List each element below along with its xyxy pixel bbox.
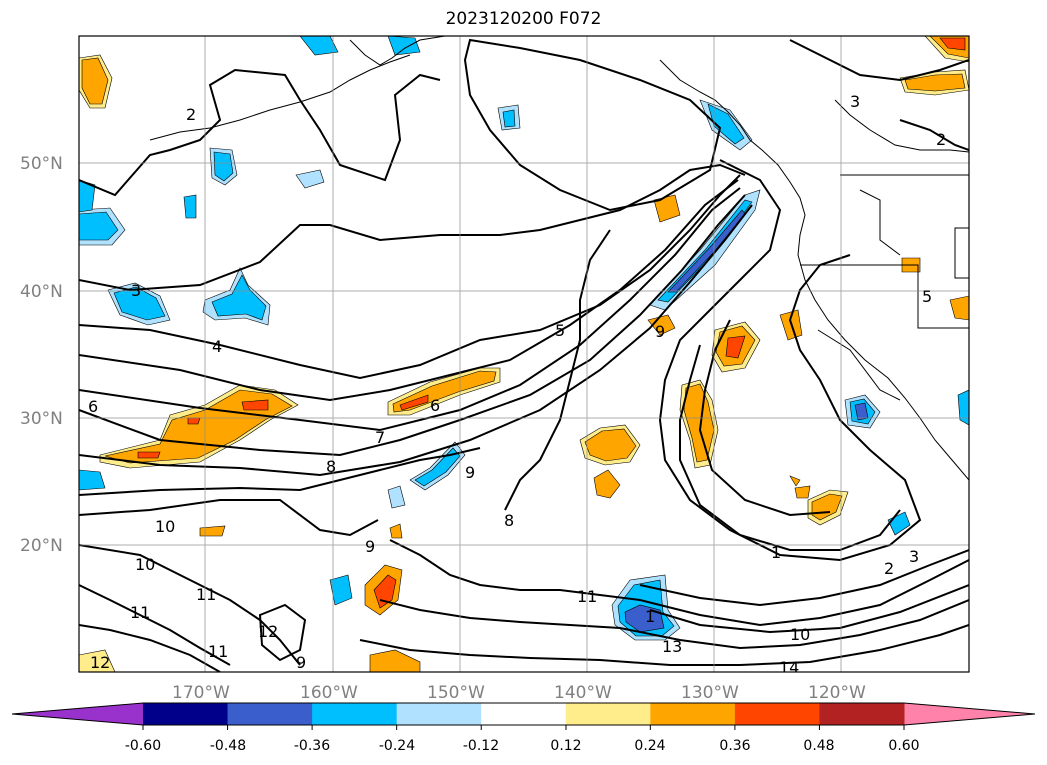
contour-label: 11 [208,642,228,661]
contour-label: 5 [555,321,565,340]
colorbar-segment [227,703,313,725]
map-title: 2023120200 F072 [445,9,602,29]
graticule [79,36,969,672]
coastlines [149,36,969,481]
contour-label: 2 [936,130,946,149]
lon-label: 150°W [427,683,485,703]
contour-label: 10 [135,555,155,574]
contour-label: 8 [504,511,514,530]
map-plot-area: 2 3 4 5 6 7 8 9 10 11 12 13 14 1 2 3 5 6… [79,36,969,677]
contour-label: 12 [258,622,278,641]
lat-label: 50°N [20,154,63,174]
lon-label: 170°W [172,683,230,703]
lat-label: 30°N [20,409,63,429]
contour-label: 11 [196,585,216,604]
contour-labels: 2 3 4 5 6 7 8 9 10 11 12 13 14 1 2 3 5 6… [88,92,946,677]
contour-label: 6 [88,397,98,416]
colorbar-extend-low [12,703,143,725]
contour-label: 2 [186,105,196,124]
contour-label: 6 [430,396,440,415]
contour-label: 10 [155,517,175,536]
contour-label: 4 [212,337,222,356]
contour-label: 5 [922,287,932,306]
contour-label: 12 [90,653,110,672]
colorbar-segment [143,703,229,725]
lat-label: 40°N [20,282,63,302]
contour-label: 9 [655,322,665,341]
longitude-labels: 170°W 160°W 150°W 140°W 130°W 120°W [172,683,866,703]
contour-label: 8 [326,457,336,476]
contour-label: 2 [884,559,894,578]
colorbar-segment [312,703,398,725]
colorbar-tick-label: -0.12 [463,738,499,754]
contour-label: 3 [909,547,919,566]
colorbar-tick-label: -0.36 [294,738,330,754]
contour-label: 11 [577,587,597,606]
contour-label: 3 [131,281,141,300]
lon-label: 140°W [554,683,612,703]
colorbar: -0.60 -0.48 -0.36 -0.24 -0.12 0.12 0.24 … [11,702,1036,754]
contour-label: 10 [790,625,810,644]
contour-label: 1 [645,607,655,626]
lon-label: 160°W [300,683,358,703]
colorbar-tick-label: -0.60 [125,738,161,754]
colorbar-segment [396,703,482,725]
map-frame [78,35,970,673]
colorbar-tick-label: 0.12 [550,738,581,754]
contour-label: 1 [771,543,781,562]
contour-label: 9 [465,463,475,482]
colorbar-segment [565,703,651,725]
lon-label: 120°W [808,683,866,703]
shaded-fields [79,36,969,672]
lat-label: 20°N [20,536,63,556]
contour-lines [79,38,969,672]
contour-label: 13 [662,637,682,656]
latitude-labels: 50°N 40°N 30°N 20°N [20,154,63,556]
colorbar-tick-label: -0.48 [210,738,246,754]
colorbar-tick-label: 0.60 [888,738,919,754]
colorbar-segment [734,703,820,725]
contour-label: 14 [779,658,799,677]
lon-label: 130°W [681,683,739,703]
contour-label: 9 [365,537,375,556]
colorbar-tick-label: 0.36 [719,738,750,754]
colorbar-extend-high [904,703,1035,725]
colorbar-segment [481,703,567,725]
contour-label: 3 [850,92,860,111]
colorbar-segment [650,703,736,725]
colorbar-segment [819,703,905,725]
colorbar-tick-label: 0.24 [634,738,665,754]
colorbar-tick-label: 0.48 [803,738,834,754]
colorbar-tick-label: -0.24 [379,738,415,754]
contour-label: 11 [130,603,150,622]
contour-label: 7 [375,428,385,447]
contour-label: 9 [296,653,306,672]
